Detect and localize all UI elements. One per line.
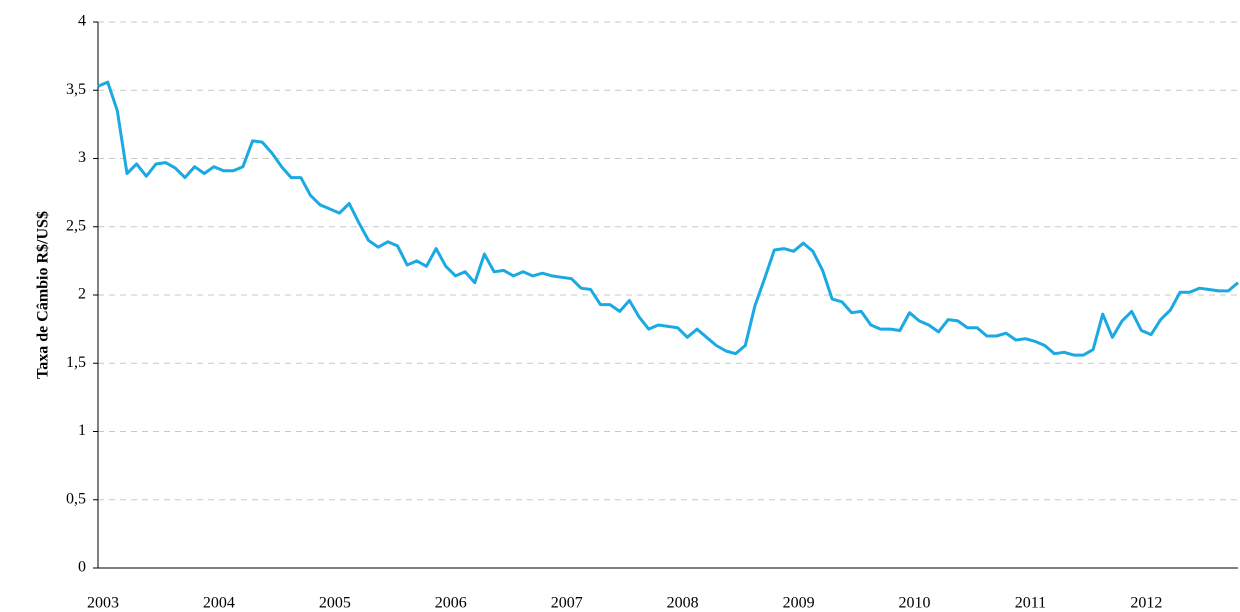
- x-tick-label: 2009: [783, 595, 815, 612]
- y-tick-label: 0: [78, 559, 86, 576]
- line-series: [97, 80, 1239, 357]
- y-tick-label: 2: [78, 286, 86, 303]
- x-tick-label: 2004: [203, 595, 235, 612]
- y-tick-label: 1,5: [66, 354, 86, 371]
- y-tick-label: 2,5: [66, 217, 86, 234]
- y-axis-label: Taxa de Câmbio R$/US$: [35, 211, 52, 379]
- y-tick-label: 4: [78, 13, 86, 30]
- y-tick-label: 3,5: [66, 81, 86, 98]
- x-tick-label: 2006: [435, 595, 467, 612]
- y-tick-label: 3: [78, 149, 86, 166]
- x-tick-label: 2005: [319, 595, 351, 612]
- y-tick-label: 0,5: [66, 490, 86, 507]
- y-tick-label: 1: [78, 422, 86, 439]
- x-tick-label: 2008: [667, 595, 699, 612]
- x-tick-label: 2012: [1130, 595, 1162, 612]
- x-tick-label: 2003: [87, 595, 119, 612]
- x-tick-label: 2010: [899, 595, 931, 612]
- x-tick-label: 2011: [1015, 595, 1046, 612]
- x-tick-label: 2007: [551, 595, 583, 612]
